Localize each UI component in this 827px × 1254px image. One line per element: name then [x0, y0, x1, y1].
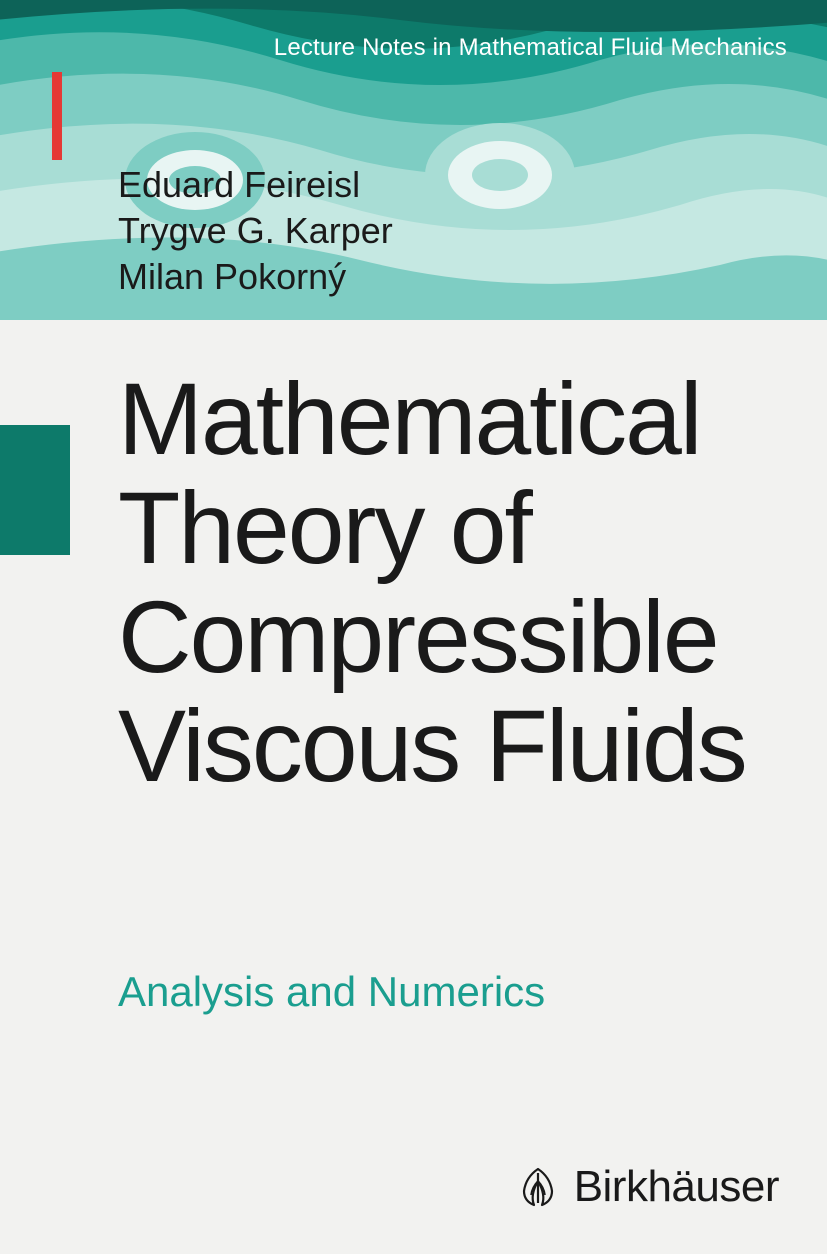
author-2: Trygve G. Karper: [118, 208, 393, 254]
series-label: Lecture Notes in Mathematical Fluid Mech…: [118, 34, 787, 62]
author-1: Eduard Feireisl: [118, 162, 393, 208]
birkhauser-leaf-icon: [516, 1165, 560, 1209]
book-title: Mathematical Theory of Compressible Visc…: [118, 365, 787, 802]
publisher-name: Birkhäuser: [574, 1162, 779, 1212]
publisher-block: Birkhäuser: [516, 1162, 779, 1212]
author-3: Milan Pokorný: [118, 254, 393, 300]
header-band: Lecture Notes in Mathematical Fluid Mech…: [0, 0, 827, 320]
left-side-accent: [0, 425, 70, 555]
authors-block: Eduard Feireisl Trygve G. Karper Milan P…: [118, 162, 393, 300]
red-spine-accent: [52, 72, 62, 160]
book-subtitle: Analysis and Numerics: [118, 968, 545, 1016]
